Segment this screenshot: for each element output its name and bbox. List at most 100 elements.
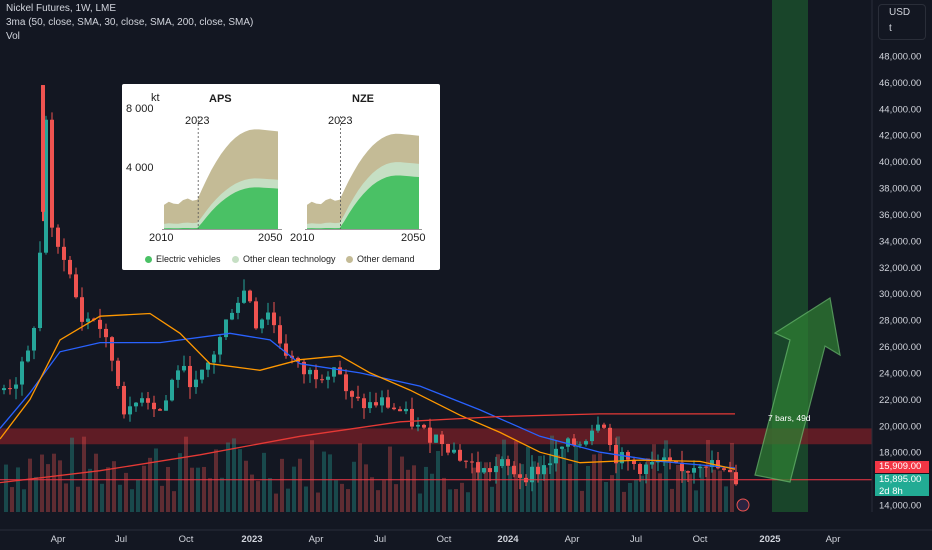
volume-bar xyxy=(418,493,422,512)
marker-year-nze: 2023 xyxy=(328,115,353,127)
candle xyxy=(332,366,336,383)
candle xyxy=(464,460,468,469)
volume-bar xyxy=(94,453,98,512)
candle-body xyxy=(500,459,504,467)
volume-bar xyxy=(100,483,104,512)
volume-bar xyxy=(334,480,338,512)
currency-selector[interactable]: USD t xyxy=(878,4,926,40)
candle-body xyxy=(2,388,6,391)
candle xyxy=(656,454,660,471)
candle-body xyxy=(8,388,12,390)
candle-body xyxy=(428,427,432,443)
volume-bar xyxy=(448,489,452,512)
volume-bar xyxy=(70,437,74,512)
candle-body xyxy=(536,466,540,475)
candle-body xyxy=(146,398,150,403)
volume-bar xyxy=(568,463,572,512)
volume-bar xyxy=(436,450,440,512)
volume-bar xyxy=(652,444,656,512)
volume-bar xyxy=(340,483,344,512)
candle xyxy=(8,379,12,395)
candle-body xyxy=(314,369,318,380)
candle-body xyxy=(506,459,510,466)
candle-body xyxy=(332,367,336,377)
volume-bar xyxy=(478,461,482,512)
currency-code: USD xyxy=(889,7,911,18)
candle xyxy=(416,417,420,432)
candle-body xyxy=(356,396,360,399)
candle xyxy=(398,406,402,412)
candle-body xyxy=(584,441,588,445)
volume-bar xyxy=(172,491,176,512)
volume-bars xyxy=(4,435,734,512)
candle-body xyxy=(692,468,696,473)
volume-bar xyxy=(454,489,458,512)
candle-body xyxy=(230,312,234,320)
candle xyxy=(392,403,396,411)
candle xyxy=(512,461,516,478)
candle xyxy=(698,464,702,478)
volume-bar xyxy=(76,486,80,512)
marker-year-aps: 2023 xyxy=(185,115,210,127)
candle xyxy=(26,345,30,363)
x-tick-label: Jul xyxy=(374,534,386,545)
candle-body xyxy=(674,461,678,463)
candle-body xyxy=(242,290,246,303)
candle xyxy=(122,381,126,419)
volume-bar xyxy=(118,484,122,512)
candle-body xyxy=(344,374,348,392)
candle-body xyxy=(56,227,60,247)
candle xyxy=(134,402,138,412)
volume-bar xyxy=(538,455,542,512)
legend-swatch-ev xyxy=(145,255,152,263)
volume-bar xyxy=(430,473,434,512)
volume-bar xyxy=(382,480,386,512)
indicator-legend[interactable]: 3ma (50, close, SMA, 30, close, SMA, 200… xyxy=(6,17,254,28)
candle-body xyxy=(386,397,390,408)
range-measure-label: 7 bars, 49d xyxy=(768,413,811,423)
volume-bar xyxy=(370,477,374,512)
candle-body xyxy=(374,402,378,406)
candle-body xyxy=(32,328,36,351)
volume-bar xyxy=(490,486,494,512)
x-tick-label: Apr xyxy=(51,534,66,545)
legend-swatch-clean xyxy=(232,255,239,263)
candle xyxy=(566,437,570,453)
candle xyxy=(128,396,132,422)
candle xyxy=(428,418,432,454)
volume-bar xyxy=(130,489,134,512)
candle xyxy=(152,395,156,418)
volume-bar xyxy=(616,436,620,512)
candle xyxy=(494,456,498,484)
volume-bar xyxy=(592,454,596,512)
candle xyxy=(242,279,246,304)
candle xyxy=(200,369,204,384)
candle xyxy=(74,267,78,299)
countdown-label: 2d 8h xyxy=(879,486,903,497)
volume-bar xyxy=(466,492,470,512)
volume-bar xyxy=(238,449,242,512)
candle-body xyxy=(320,379,324,381)
candle-body xyxy=(566,438,570,447)
volume-label[interactable]: Vol xyxy=(6,31,20,42)
volume-bar xyxy=(586,465,590,512)
candle xyxy=(410,397,414,430)
volume-bar xyxy=(376,490,380,512)
volume-bar xyxy=(292,466,296,512)
candle-body xyxy=(308,369,312,375)
volume-bar xyxy=(196,467,200,512)
inset-xtick-2010-nze: 2010 xyxy=(290,232,315,244)
candle xyxy=(560,446,564,459)
volume-bar xyxy=(34,476,38,512)
candle-body xyxy=(482,468,486,473)
candle-body xyxy=(224,319,228,338)
y-tick-label: 36,000.00 xyxy=(879,210,921,221)
candle-body xyxy=(596,424,600,431)
candle-body xyxy=(416,424,420,427)
candle xyxy=(632,456,636,470)
y-tick-label: 20,000.00 xyxy=(879,421,921,432)
volume-bar xyxy=(208,478,212,512)
candle-body xyxy=(140,398,144,403)
volume-bar xyxy=(364,464,368,512)
